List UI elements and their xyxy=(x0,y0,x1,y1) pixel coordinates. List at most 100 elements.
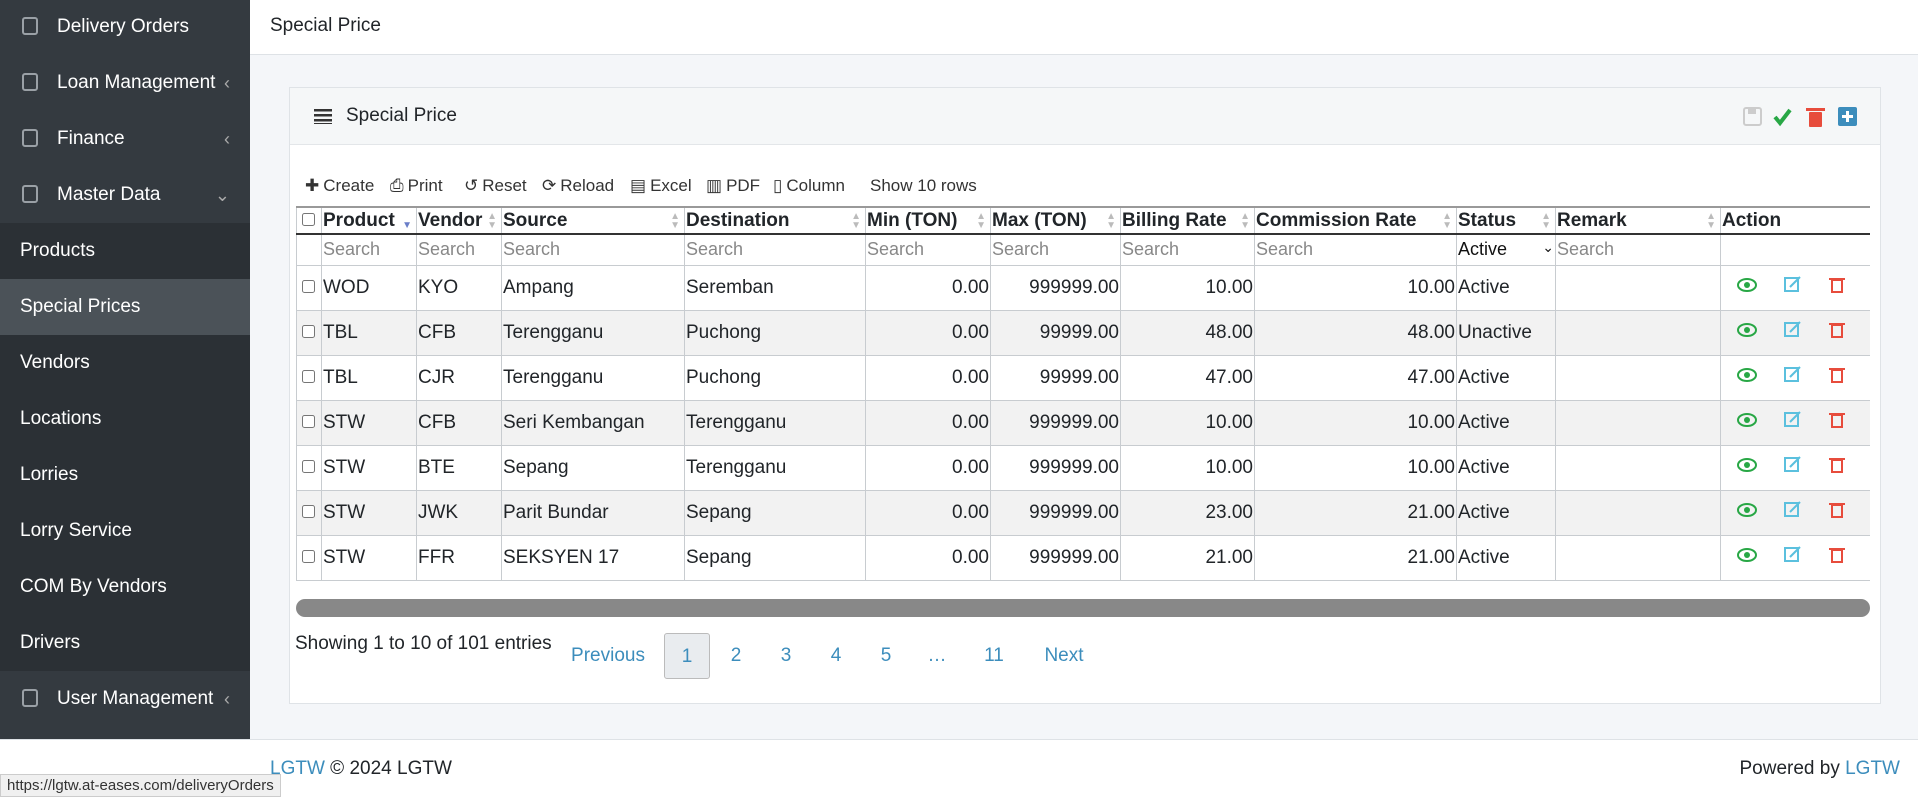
panel-header: Special Price xyxy=(290,88,1880,145)
sidebar-item[interactable]: Special Prices xyxy=(0,279,250,335)
search-input[interactable]: Search xyxy=(1254,233,1457,266)
column-header[interactable]: Min (TON) ▲ ▼ xyxy=(865,206,991,235)
search-input[interactable]: Search xyxy=(865,233,991,266)
sidebar-item[interactable]: Locations xyxy=(0,391,250,447)
sidebar-label: Delivery Orders xyxy=(57,16,189,37)
powered-brand-link[interactable]: LGTW xyxy=(1845,758,1900,779)
cell: TBL xyxy=(321,309,417,356)
sidebar-label: Loan Management xyxy=(57,72,216,93)
page-link[interactable]: Next xyxy=(1044,645,1084,666)
table-info: Showing 1 to 10 of 101 entries xyxy=(295,633,552,654)
row-select[interactable] xyxy=(296,354,322,401)
toolbar-button[interactable]: ▯ Column xyxy=(773,176,845,196)
toolbar-button[interactable]: Show 10 rows xyxy=(870,176,977,196)
cell: Sepang xyxy=(684,534,866,581)
page-link[interactable]: 11 xyxy=(984,645,1004,666)
top-header: Special Price xyxy=(250,0,1918,55)
column-label: Min (TON) xyxy=(867,209,958,231)
search-input[interactable]: Search xyxy=(501,233,685,266)
action-icons[interactable] xyxy=(1722,455,1862,475)
column-header[interactable]: Product ▼ xyxy=(321,206,417,235)
sidebar-item[interactable]: Drivers xyxy=(0,615,250,671)
cell: 10.00 xyxy=(1120,264,1255,311)
row-select[interactable] xyxy=(296,399,322,446)
column-header[interactable]: Status ▲ ▼ xyxy=(1456,206,1556,235)
row-select[interactable] xyxy=(296,534,322,581)
toolbar-button[interactable]: ✚ Create xyxy=(305,176,374,196)
footer-brand-link[interactable]: LGTW xyxy=(270,758,325,779)
action-icons[interactable] xyxy=(1722,365,1862,385)
column-label: Action xyxy=(1722,209,1782,231)
sidebar-item[interactable]: Lorry Service xyxy=(0,503,250,559)
header-row: Product ▼ Vendor ▲ ▼ Source ▲ ▼ Destination ▲ ▼ Min… xyxy=(296,206,1870,235)
sidebar-item[interactable]: Finance ‹ xyxy=(0,111,250,167)
page-link[interactable]: 4 xyxy=(830,645,842,666)
column-header[interactable]: Source ▲ ▼ xyxy=(501,206,685,235)
search-input[interactable]: Search xyxy=(990,233,1121,266)
row-select[interactable] xyxy=(296,444,322,491)
column-header[interactable]: Commission Rate ▲ ▼ xyxy=(1254,206,1457,235)
search-input[interactable]: Search xyxy=(321,233,417,266)
panel: Special Price Product ▼ Vendor ▲ ▼ Source ▲ ▼ De… xyxy=(289,87,1881,704)
cell: 21.00 xyxy=(1254,534,1457,581)
cell: Seremban xyxy=(684,264,866,311)
toolbar-button[interactable]: ⟳ Reload xyxy=(542,176,614,196)
search-input[interactable]: Search xyxy=(416,233,502,266)
column-label: Status xyxy=(1458,209,1517,231)
page-link[interactable]: 1 xyxy=(664,633,710,679)
action-icons[interactable] xyxy=(1722,320,1862,340)
actions xyxy=(1720,534,1870,581)
sidebar-icon xyxy=(22,17,38,35)
page-link[interactable]: 5 xyxy=(880,645,892,666)
menu-icon xyxy=(314,109,332,124)
chevron: ‹ xyxy=(224,73,230,93)
column-header[interactable]: Billing Rate ▲ ▼ xyxy=(1120,206,1255,235)
toolbar-button[interactable]: ⎙ Print xyxy=(390,176,443,196)
search-input[interactable]: Search xyxy=(1120,233,1255,266)
search-input[interactable]: Search xyxy=(684,233,866,266)
sort-icon: ▲ ▼ xyxy=(1240,211,1250,231)
sidebar-item[interactable]: Lorries xyxy=(0,447,250,503)
page-link[interactable]: Previous xyxy=(571,645,645,666)
sidebar-item[interactable]: Loan Management ‹ xyxy=(0,55,250,111)
sidebar-item[interactable]: COM By Vendors xyxy=(0,559,250,615)
sidebar-item[interactable]: Vendors xyxy=(0,335,250,391)
toolbar-icon: ↺ xyxy=(464,176,479,195)
column-header[interactable]: Max (TON) ▲ ▼ xyxy=(990,206,1121,235)
cell: Terengganu xyxy=(501,354,685,401)
search-input[interactable]: Search xyxy=(1555,233,1721,266)
cell: WOD xyxy=(321,264,417,311)
data-row: TBL CFB Terengganu Puchong 0.00 99999.00 48.00… xyxy=(296,309,1870,356)
action-icons[interactable] xyxy=(1722,500,1862,520)
column-header[interactable]: Vendor ▲ ▼ xyxy=(416,206,502,235)
action-icons[interactable] xyxy=(1722,275,1862,295)
page-link[interactable]: 2 xyxy=(730,645,742,666)
cell: Seri Kembangan xyxy=(501,399,685,446)
sidebar-item[interactable]: Products xyxy=(0,223,250,279)
sidebar-item[interactable]: Delivery Orders xyxy=(0,0,250,55)
cell: CFB xyxy=(416,309,502,356)
blank xyxy=(1720,233,1870,266)
scrollbar[interactable] xyxy=(296,599,1870,617)
row-select[interactable] xyxy=(296,309,322,356)
action-icons[interactable] xyxy=(1722,410,1862,430)
sidebar-item[interactable]: User Management ‹ xyxy=(0,671,250,727)
column-header[interactable]: Destination ▲ ▼ xyxy=(684,206,866,235)
toolbar-button[interactable]: ▤ Excel xyxy=(630,176,692,196)
sidebar-label: Master Data xyxy=(57,184,161,205)
column-header[interactable]: Remark ▲ ▼ xyxy=(1555,206,1721,235)
cell: 0.00 xyxy=(865,534,991,581)
sidebar-item[interactable]: Master Data ⌄ xyxy=(0,167,250,223)
row-select[interactable] xyxy=(296,264,322,311)
action-icons[interactable] xyxy=(1722,545,1862,565)
page-link[interactable]: 3 xyxy=(780,645,792,666)
status-filter[interactable]: Active ⌄ xyxy=(1456,233,1556,266)
toolbar-button[interactable]: ↺ Reset xyxy=(464,176,527,196)
panel-actions[interactable] xyxy=(1742,106,1862,128)
sidebar-icon xyxy=(22,185,38,203)
page-link[interactable]: … xyxy=(927,645,947,666)
sort-icon: ▲ ▼ xyxy=(976,211,986,231)
row-select[interactable] xyxy=(296,489,322,536)
toolbar-button[interactable]: ▥ PDF xyxy=(706,176,760,196)
